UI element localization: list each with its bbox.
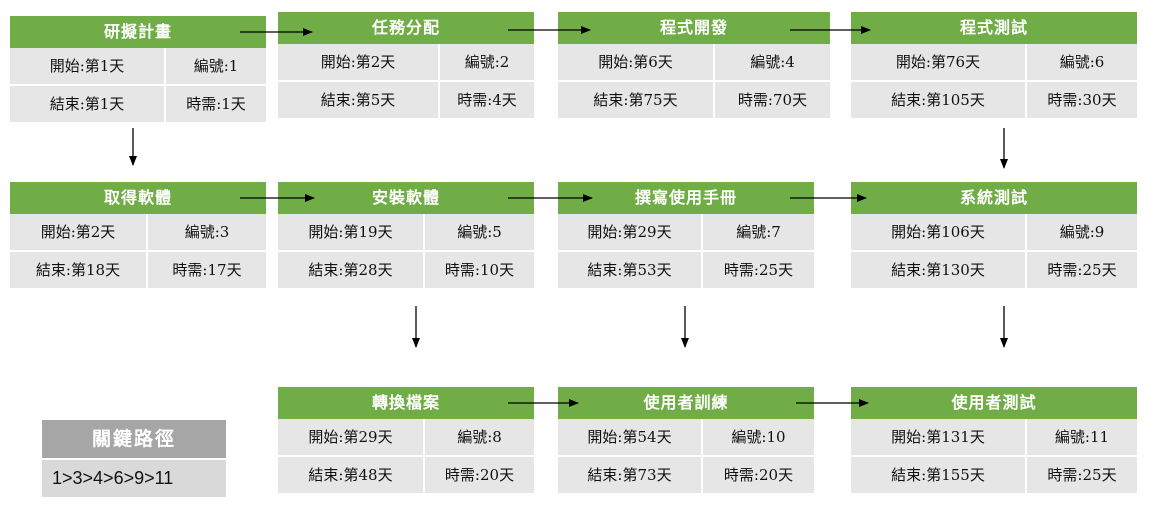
task-start: 開始:第106天 (891, 223, 985, 241)
task-end: 結束:第53天 (587, 261, 672, 279)
task-duration: 時需:4天 (438, 82, 534, 118)
critical-path-value: 1>3>4>6>9>11 (42, 460, 226, 497)
task-start: 開始:第29天 (587, 223, 672, 241)
task-start: 開始:第54天 (587, 428, 672, 446)
task-duration: 時需:17天 (146, 252, 266, 288)
task-node-6: 安裝軟體 開始:第19天 編號:5 結束:第28天 時需:10天 (278, 182, 534, 288)
task-title: 程式測試 (851, 12, 1137, 44)
task-title: 研擬計畫 (10, 16, 266, 48)
task-id: 編號:6 (1025, 44, 1137, 80)
task-id: 編號:11 (1025, 419, 1137, 455)
task-start: 開始:第19天 (308, 223, 393, 241)
task-id: 編號:9 (1025, 214, 1137, 250)
task-node-2: 任務分配 開始:第2天 編號:2 結束:第5天 時需:4天 (278, 12, 534, 118)
task-id: 編號:10 (701, 419, 814, 455)
task-duration: 時需:20天 (701, 457, 814, 493)
task-start: 開始:第29天 (308, 428, 393, 446)
task-title: 取得軟體 (10, 182, 266, 214)
task-end: 結束:第130天 (891, 261, 985, 279)
task-id: 編號:2 (438, 44, 534, 80)
task-end: 結束:第1天 (49, 95, 125, 113)
task-duration: 時需:1天 (164, 86, 266, 122)
task-start: 開始:第131天 (891, 428, 985, 446)
task-id: 編號:7 (701, 214, 814, 250)
task-title: 轉換檔案 (278, 387, 534, 419)
task-title: 程式開發 (558, 12, 830, 44)
task-title: 任務分配 (278, 12, 534, 44)
task-end: 結束:第18天 (35, 261, 121, 279)
task-duration: 時需:70天 (713, 82, 830, 118)
task-title: 使用者測試 (851, 387, 1137, 419)
task-id: 編號:3 (146, 214, 266, 250)
task-end: 結束:第73天 (587, 466, 672, 484)
task-end: 結束:第5天 (320, 91, 396, 109)
task-node-5: 取得軟體 開始:第2天 編號:3 結束:第18天 時需:17天 (10, 182, 266, 288)
task-duration: 時需:25天 (1025, 457, 1137, 493)
task-node-8: 系統測試 開始:第106天 編號:9 結束:第130天 時需:25天 (851, 182, 1137, 288)
task-id: 編號:1 (164, 48, 266, 84)
task-start: 開始:第6天 (598, 53, 673, 71)
critical-path-title: 關鍵路徑 (42, 420, 226, 458)
task-node-11: 使用者測試 開始:第131天 編號:11 結束:第155天 時需:25天 (851, 387, 1137, 493)
task-end: 結束:第155天 (891, 466, 985, 484)
task-duration: 時需:30天 (1025, 82, 1137, 118)
task-duration: 時需:25天 (1025, 252, 1137, 288)
task-duration: 時需:10天 (423, 252, 534, 288)
task-end: 結束:第28天 (308, 261, 393, 279)
task-duration: 時需:20天 (423, 457, 534, 493)
task-title: 安裝軟體 (278, 182, 534, 214)
task-node-9: 轉換檔案 開始:第29天 編號:8 結束:第48天 時需:20天 (278, 387, 534, 493)
task-id: 編號:8 (423, 419, 534, 455)
task-title: 系統測試 (851, 182, 1137, 214)
task-node-7: 撰寫使用手冊 開始:第29天 編號:7 結束:第53天 時需:25天 (558, 182, 814, 288)
task-start: 開始:第2天 (320, 53, 396, 71)
task-id: 編號:5 (423, 214, 534, 250)
task-end: 結束:第48天 (308, 466, 393, 484)
task-end: 結束:第75天 (593, 91, 678, 109)
task-title: 使用者訓練 (558, 387, 814, 419)
task-node-10: 使用者訓練 開始:第54天 編號:10 結束:第73天 時需:20天 (558, 387, 814, 493)
task-start: 開始:第1天 (49, 57, 125, 75)
task-node-3: 程式開發 開始:第6天 編號:4 結束:第75天 時需:70天 (558, 12, 830, 118)
task-start: 開始:第2天 (40, 223, 116, 241)
task-node-4: 程式測試 開始:第76天 編號:6 結束:第105天 時需:30天 (851, 12, 1137, 118)
task-duration: 時需:25天 (701, 252, 814, 288)
task-id: 編號:4 (713, 44, 830, 80)
task-node-1: 研擬計畫 開始:第1天 編號:1 結束:第1天 時需:1天 (10, 16, 266, 122)
task-end: 結束:第105天 (891, 91, 985, 109)
task-title: 撰寫使用手冊 (558, 182, 814, 214)
task-start: 開始:第76天 (895, 53, 981, 71)
